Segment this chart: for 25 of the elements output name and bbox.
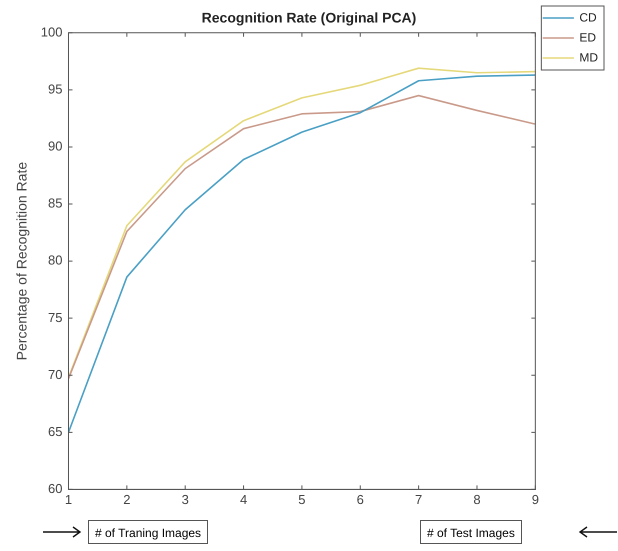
x-tick-label: 9 [532, 492, 539, 507]
x-tick-label: 8 [473, 492, 481, 507]
y-tick-label: 100 [40, 24, 62, 40]
legend-label: CD [579, 10, 598, 24]
y-tick-label: 80 [48, 252, 62, 268]
text: # of Traning Images [88, 520, 208, 544]
y-tick-label: 75 [48, 310, 62, 325]
y-tick-label: 90 [48, 138, 62, 154]
x-tick-label: 3 [182, 492, 189, 507]
x-tick-label: 6 [356, 492, 364, 507]
x-tick-label: 7 [415, 492, 422, 507]
x-tick-label: 2 [123, 492, 130, 507]
y-tick-label: 70 [48, 366, 62, 382]
y-tick-label: 85 [48, 196, 62, 211]
y-tick-label: 95 [48, 81, 62, 96]
x-tick-label: 5 [298, 492, 306, 507]
legend-label: ED [579, 30, 596, 44]
x-tick-label: 1 [64, 492, 72, 507]
y-axis-title: Percentage of Recognition Rate [13, 162, 30, 360]
legend-label: MD [579, 50, 598, 64]
chart-title: Recognition Rate (Original PCA) [202, 9, 416, 26]
x-tick-label: 4 [240, 492, 248, 507]
y-tick-label: 60 [48, 480, 62, 496]
y-tick-label: 65 [48, 424, 62, 439]
text: # of Test Images [420, 520, 522, 544]
